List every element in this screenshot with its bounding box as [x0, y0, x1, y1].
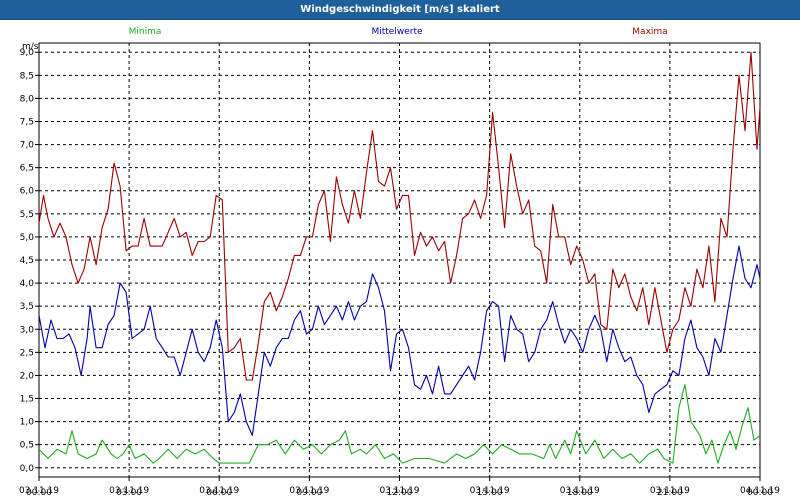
y-tick-label: 3,5	[20, 302, 34, 312]
y-tick-label: 6,5	[20, 164, 34, 174]
series-group	[38, 51, 761, 464]
x-tick-time: 03:00	[116, 488, 142, 498]
x-tick-date: 03.11.19	[19, 486, 59, 496]
legend-maxima: Maxima	[632, 27, 667, 37]
y-tick-label: 4,0	[20, 279, 35, 289]
x-tick-time: 00:00	[747, 488, 773, 498]
y-tick-label: 2,0	[20, 371, 35, 381]
y-tick-label: 1,0	[20, 418, 35, 428]
grid-lines	[39, 43, 760, 477]
y-tick-label: 5,5	[20, 210, 34, 220]
y-tick-label: 1,5	[20, 395, 34, 405]
y-axis-ticks: 0,0 0,5 1,0 1,5 2,0 2,5 3,0 3,5 4,0 4,5 5,0 5,5 6,0 6…	[20, 48, 39, 474]
x-tick-date: 03.11.19	[379, 486, 419, 496]
line-chart: 0,0 0,5 1,0 1,5 2,0 2,5 3,0 3,5 4,0 4,5 5,0 5,5 6,0 6…	[19, 27, 780, 498]
y-tick-label: 8,0	[20, 94, 35, 104]
series-minima-line	[38, 384, 761, 464]
x-tick-time: 09:00	[296, 488, 322, 498]
x-tick-time: 12:00	[387, 488, 413, 498]
x-tick-date: 03.11.19	[560, 486, 600, 496]
series-maxima-line	[38, 51, 761, 381]
chart-title: Windgeschwindigkeit [m/s] skaliert	[300, 4, 500, 15]
x-tick-date: 03.11.19	[650, 486, 690, 496]
chart-title-bar: Windgeschwindigkeit [m/s] skaliert	[0, 0, 800, 20]
y-tick-label: 5,0	[20, 233, 35, 243]
y-tick-label: 0,0	[20, 464, 35, 474]
y-tick-label: 6,0	[20, 187, 35, 197]
x-tick-date: 03.11.19	[199, 486, 239, 496]
x-tick-time: 21:00	[657, 488, 683, 498]
y-tick-label: 7,0	[20, 141, 35, 151]
x-tick-date: 04.11.19	[740, 486, 780, 496]
legend-mittelwerte: Mittelwerte	[371, 27, 422, 37]
y-tick-label: 2,5	[20, 348, 34, 358]
x-tick-time: 06:00	[206, 488, 232, 498]
x-tick-time: 15:00	[477, 488, 503, 498]
y-tick-label: 3,0	[20, 325, 35, 335]
y-tick-label: 9,0	[20, 48, 35, 58]
x-tick-time: 18:00	[567, 488, 593, 498]
x-tick-time: 00:00	[26, 488, 52, 498]
y-tick-label: 7,5	[20, 117, 34, 127]
legend-minima: Minima	[129, 27, 162, 37]
x-tick-date: 03.11.19	[289, 486, 329, 496]
y-axis-label: m/s	[22, 42, 39, 52]
y-tick-label: 8,5	[20, 71, 34, 81]
y-tick-label: 0,5	[20, 441, 34, 451]
x-tick-date: 03.11.19	[109, 486, 149, 496]
y-tick-label: 4,5	[20, 256, 34, 266]
series-mittelwerte-line	[38, 245, 761, 436]
x-tick-date: 03.11.19	[470, 486, 510, 496]
legend: Minima Mittelwerte Maxima	[129, 27, 668, 37]
